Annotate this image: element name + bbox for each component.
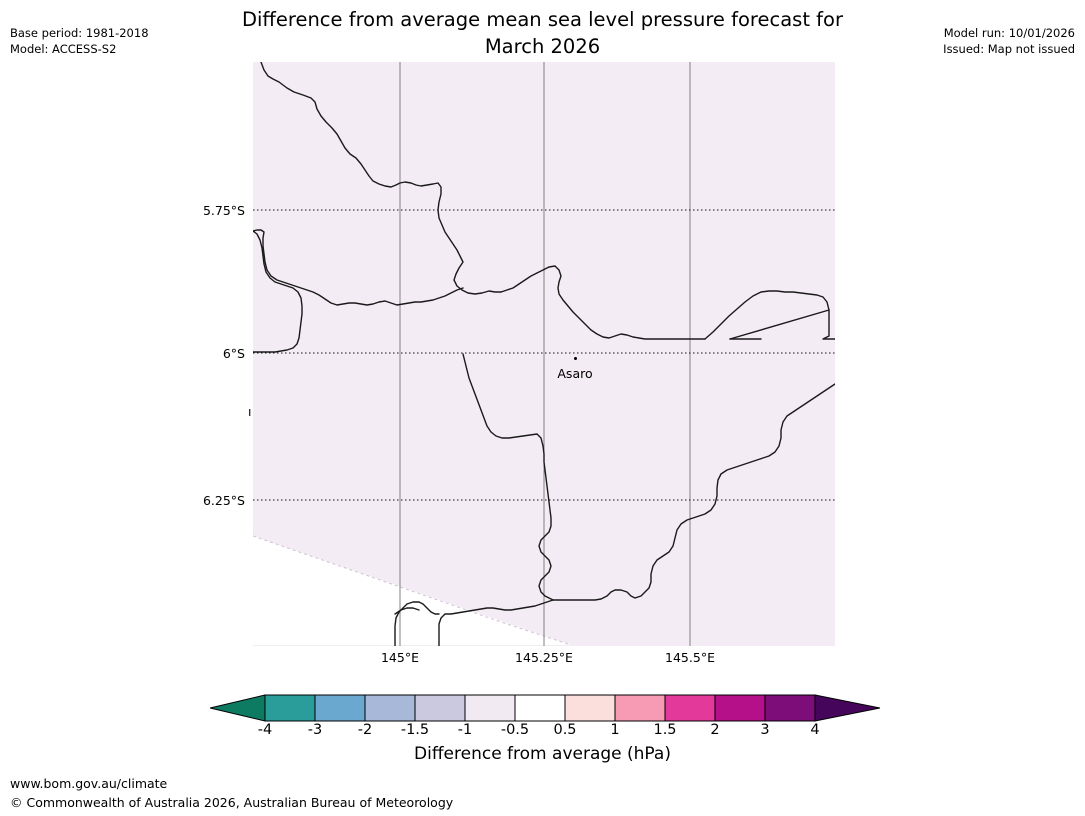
issued-label: Issued: Map not issued (943, 42, 1075, 56)
header-meta-right: Model run: 10/01/2026 Issued: Map not is… (943, 25, 1075, 57)
colorbar-tick-0-5: 0.5 (553, 722, 577, 738)
city-marker-asaro (574, 357, 577, 360)
colorbar-extend-right (814, 694, 880, 722)
colorbar-tick-3: 3 (760, 722, 770, 738)
base-period-label: Base period: 1981-2018 (10, 26, 149, 40)
model-label: Model: ACCESS-S2 (10, 42, 117, 56)
page-title-line-1: Difference from average mean sea level p… (242, 8, 843, 31)
colorbar-tick-2: 2 (710, 722, 720, 738)
page-title-line-2: March 2026 (484, 35, 601, 58)
colorbar (210, 694, 880, 722)
map-plot-area (253, 62, 835, 646)
nodata-mask-region (253, 535, 572, 646)
y-tick-label-6-25-s: 6.25°S (202, 493, 245, 508)
colorbar-graphic (210, 694, 880, 722)
colorbar-tick--4: -4 (257, 722, 273, 738)
city-label-clipped: ı (248, 404, 252, 419)
footer: www.bom.gov.au/climate © Commonwealth of… (10, 774, 453, 812)
map-graphic (253, 62, 835, 646)
colorbar-axis-label: Difference from average (hPa) (414, 744, 671, 764)
model-run-label: Model run: 10/01/2026 (943, 26, 1075, 40)
data-mask-edge (253, 535, 572, 646)
colorbar-tick--0-5: -0.5 (500, 722, 530, 738)
footer-copyright: © Commonwealth of Australia 2026, Austra… (10, 795, 454, 810)
gridlines-vertical (399, 62, 691, 646)
colorbar-tick-1-5: 1.5 (653, 722, 677, 738)
page-title: Difference from average mean sea level p… (0, 6, 1085, 60)
x-tick-label-145-5-e: 145.5°E (665, 650, 715, 665)
y-tick-label-5-75-s: 5.75°S (202, 203, 245, 218)
footer-website: www.bom.gov.au/climate (10, 776, 168, 791)
gridlines-horizontal (253, 209, 835, 501)
colorbar-extend-left (210, 694, 266, 722)
boundary-lines (253, 62, 835, 646)
y-tick-label-6-s: 6°S (222, 346, 245, 361)
x-tick-label-145-25-e: 145.25°E (515, 650, 573, 665)
city-label-asaro: Asaro (557, 366, 593, 381)
colorbar-tick--1: -1 (457, 722, 473, 738)
colorbar-tick-4: 4 (810, 722, 820, 738)
colorbar-tick--2: -2 (357, 722, 373, 738)
header-meta-left: Base period: 1981-2018 Model: ACCESS-S2 (10, 25, 149, 57)
x-tick-label-145-e: 145°E (380, 650, 419, 665)
colorbar-tick--3: -3 (307, 722, 323, 738)
colorbar-tick--1-5: -1.5 (400, 722, 430, 738)
colorbar-cells (264, 694, 816, 722)
colorbar-tick-1: 1 (610, 722, 620, 738)
